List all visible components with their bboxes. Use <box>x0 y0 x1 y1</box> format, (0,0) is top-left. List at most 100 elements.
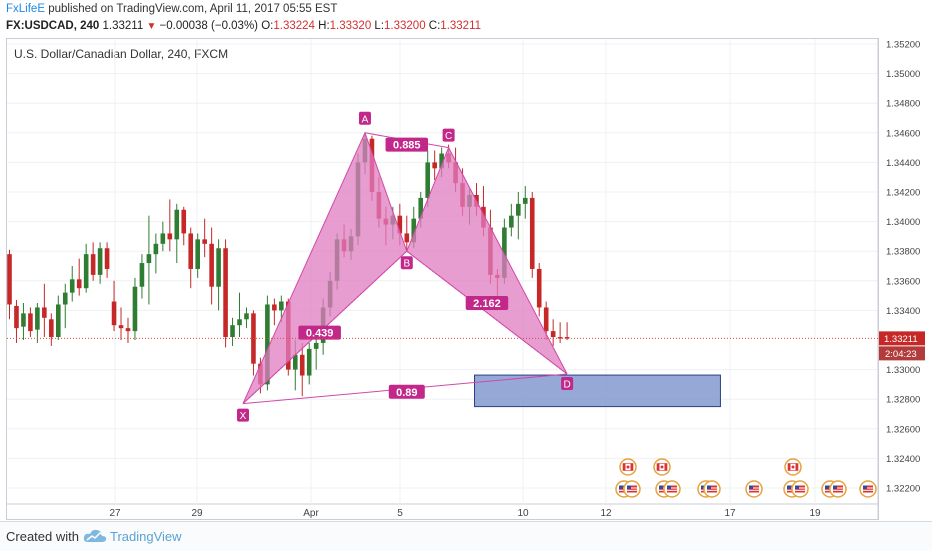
flag-stripe <box>707 487 717 489</box>
candle-body <box>292 354 298 370</box>
flag-band <box>657 463 660 471</box>
y-tick-label: 1.34000 <box>886 217 920 228</box>
flag-canton <box>833 485 837 489</box>
ratio-label-text: 0.439 <box>306 328 334 340</box>
candle-body <box>160 233 166 244</box>
candle-body <box>188 233 194 269</box>
candle <box>529 192 535 278</box>
candle <box>536 263 542 317</box>
flag-field <box>749 485 759 493</box>
ratio-label-text: 0.885 <box>393 140 421 152</box>
candle <box>21 303 26 340</box>
footer: Created with TradingView <box>0 521 932 551</box>
point-label-box <box>358 111 371 125</box>
flag-stripe <box>833 487 843 489</box>
candle <box>111 280 117 332</box>
candle-body <box>550 331 556 338</box>
candle-body <box>118 325 124 329</box>
ratio-label-box <box>465 296 509 310</box>
canada-flag-icon <box>653 458 671 476</box>
open-label: O: <box>261 20 274 32</box>
candle <box>202 218 207 258</box>
flag-stripe <box>749 487 759 489</box>
candle-body <box>146 254 152 264</box>
flag-stripe <box>795 489 805 491</box>
tradingview-brand[interactable]: TradingView <box>110 529 182 544</box>
candle <box>251 310 256 376</box>
candle-body <box>223 248 228 338</box>
candle <box>432 150 437 181</box>
flag-field <box>833 485 843 493</box>
candle-body <box>216 248 221 287</box>
candle <box>509 203 514 237</box>
open-value: 1.33224 <box>273 20 315 32</box>
candle-body <box>139 263 145 287</box>
candle <box>167 199 173 252</box>
candle <box>35 303 40 343</box>
last-price-badge <box>879 331 925 346</box>
candle-body <box>28 313 33 332</box>
point-label-box <box>561 377 574 391</box>
candle <box>306 342 312 385</box>
prz-box <box>474 374 721 408</box>
candle-body <box>564 337 570 339</box>
candle-body <box>299 354 305 376</box>
flag-leaf <box>660 465 664 469</box>
ratio-label-box <box>385 137 429 152</box>
flag-canton <box>701 485 705 489</box>
candle <box>153 233 159 274</box>
candle <box>55 295 61 340</box>
candle-body <box>432 162 437 169</box>
flag-canton <box>627 485 631 489</box>
point-label-box <box>400 256 413 270</box>
flag-leaf <box>626 465 630 469</box>
candle <box>550 319 556 346</box>
close-label: C: <box>428 20 441 32</box>
candle-body <box>153 243 159 255</box>
candle <box>69 266 75 302</box>
candle <box>14 300 19 343</box>
us-flag-icon <box>663 480 681 498</box>
candle-body <box>132 286 138 332</box>
candle <box>181 206 187 246</box>
candle <box>237 292 242 338</box>
flag-canton <box>659 485 663 489</box>
y-tick-label: 1.34200 <box>886 188 920 199</box>
candle <box>195 233 200 278</box>
point-label-text: C <box>445 131 452 142</box>
xb-line <box>242 250 408 405</box>
down-arrow-icon: ▼ <box>146 21 157 32</box>
published-text: published on TradingView.com, April 11, … <box>48 3 338 15</box>
tradingview-cloud-icon[interactable] <box>83 528 107 549</box>
candle <box>49 313 54 346</box>
y-tick-label: 1.33400 <box>886 306 920 317</box>
flag-stripe <box>627 487 637 489</box>
x-axis-ticks: 27 29 Apr 5 10 12 17 19 <box>109 508 821 519</box>
flag-field <box>707 485 717 493</box>
x-tick-label: 17 <box>724 508 736 519</box>
y-tick-label: 1.34400 <box>886 158 920 169</box>
candle-body <box>69 279 75 293</box>
candle <box>216 239 221 311</box>
candle <box>132 277 138 340</box>
candle <box>28 307 33 338</box>
flag-stripe <box>833 489 843 491</box>
candle <box>118 307 124 340</box>
point-label-box <box>236 408 249 422</box>
flag-stripe <box>707 489 717 491</box>
point-label-d: D <box>561 377 574 391</box>
publisher-name[interactable]: FxLifeE <box>6 3 45 15</box>
flag-canton <box>787 485 791 489</box>
candle-body <box>536 268 542 308</box>
bd-line <box>406 250 568 375</box>
target-zone <box>474 374 721 408</box>
ratio-label-text: 2.162 <box>473 298 501 310</box>
candle-body <box>125 328 131 332</box>
candle-body <box>14 305 19 329</box>
x-tick-label: Apr <box>303 508 319 519</box>
candle-body <box>76 279 82 289</box>
created-with-text: Created with <box>6 529 79 544</box>
candle <box>62 283 68 329</box>
candle-body <box>411 218 417 243</box>
